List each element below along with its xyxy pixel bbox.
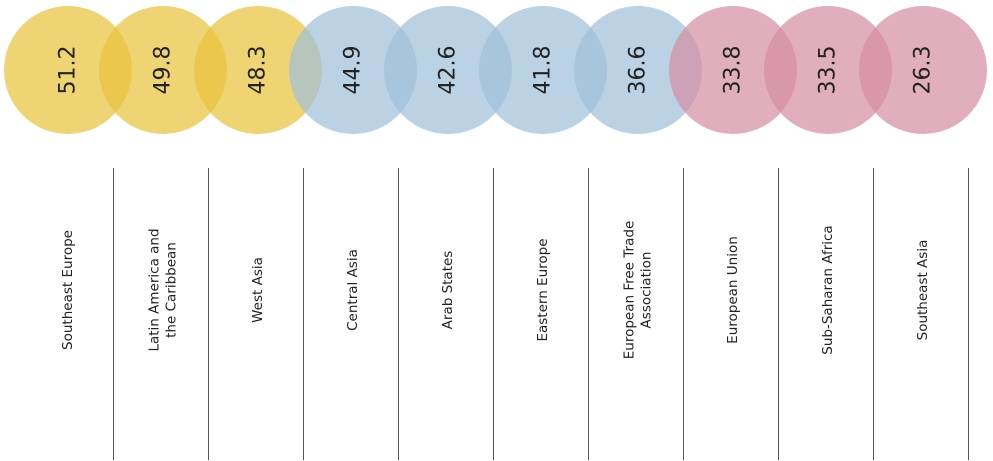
value-label: 36.6 [626,46,651,95]
bubble [859,6,987,134]
value-label: 26.3 [911,46,936,95]
category-line: Sub-Saharan Africa [820,225,836,354]
value-label: 33.8 [721,46,746,95]
category-label: Eastern Europe [535,238,551,341]
value-label: 49.8 [151,46,176,95]
value-label: 41.8 [531,46,556,95]
bubble [289,6,417,134]
category-line: Latin America and [147,228,163,351]
bubble [479,6,607,134]
bubble [574,6,702,134]
category-line: the Caribbean [164,242,180,338]
bubble [764,6,892,134]
bubble [384,6,512,134]
value-label: 42.6 [436,46,461,95]
bubble [4,6,132,134]
category-line: Central Asia [345,249,361,331]
category-line: European Union [725,236,741,344]
category-line: Arab States [440,251,456,330]
category-label: Central Asia [345,249,361,331]
bubble [99,6,227,134]
category-label: European Free TradeAssociation [622,221,655,360]
category-label: Southeast Europe [60,230,76,350]
value-label: 48.3 [246,46,271,95]
bubble [669,6,797,134]
category-label: Sub-Saharan Africa [820,225,836,354]
value-label: 33.5 [816,46,841,95]
category-label: Southeast Asia [915,240,931,341]
value-label: 51.2 [56,46,81,95]
bubble [194,6,322,134]
category-label: Arab States [440,251,456,330]
category-line: West Asia [250,257,266,323]
category-label: West Asia [250,257,266,323]
value-label: 44.9 [341,46,366,95]
category-line: Eastern Europe [535,238,551,341]
category-line: Southeast Asia [915,240,931,341]
category-label: Latin America andthe Caribbean [147,228,180,351]
category-line: Association [639,252,655,329]
category-line: Southeast Europe [60,230,76,350]
category-label: European Union [725,236,741,344]
category-line: European Free Trade [622,221,638,360]
